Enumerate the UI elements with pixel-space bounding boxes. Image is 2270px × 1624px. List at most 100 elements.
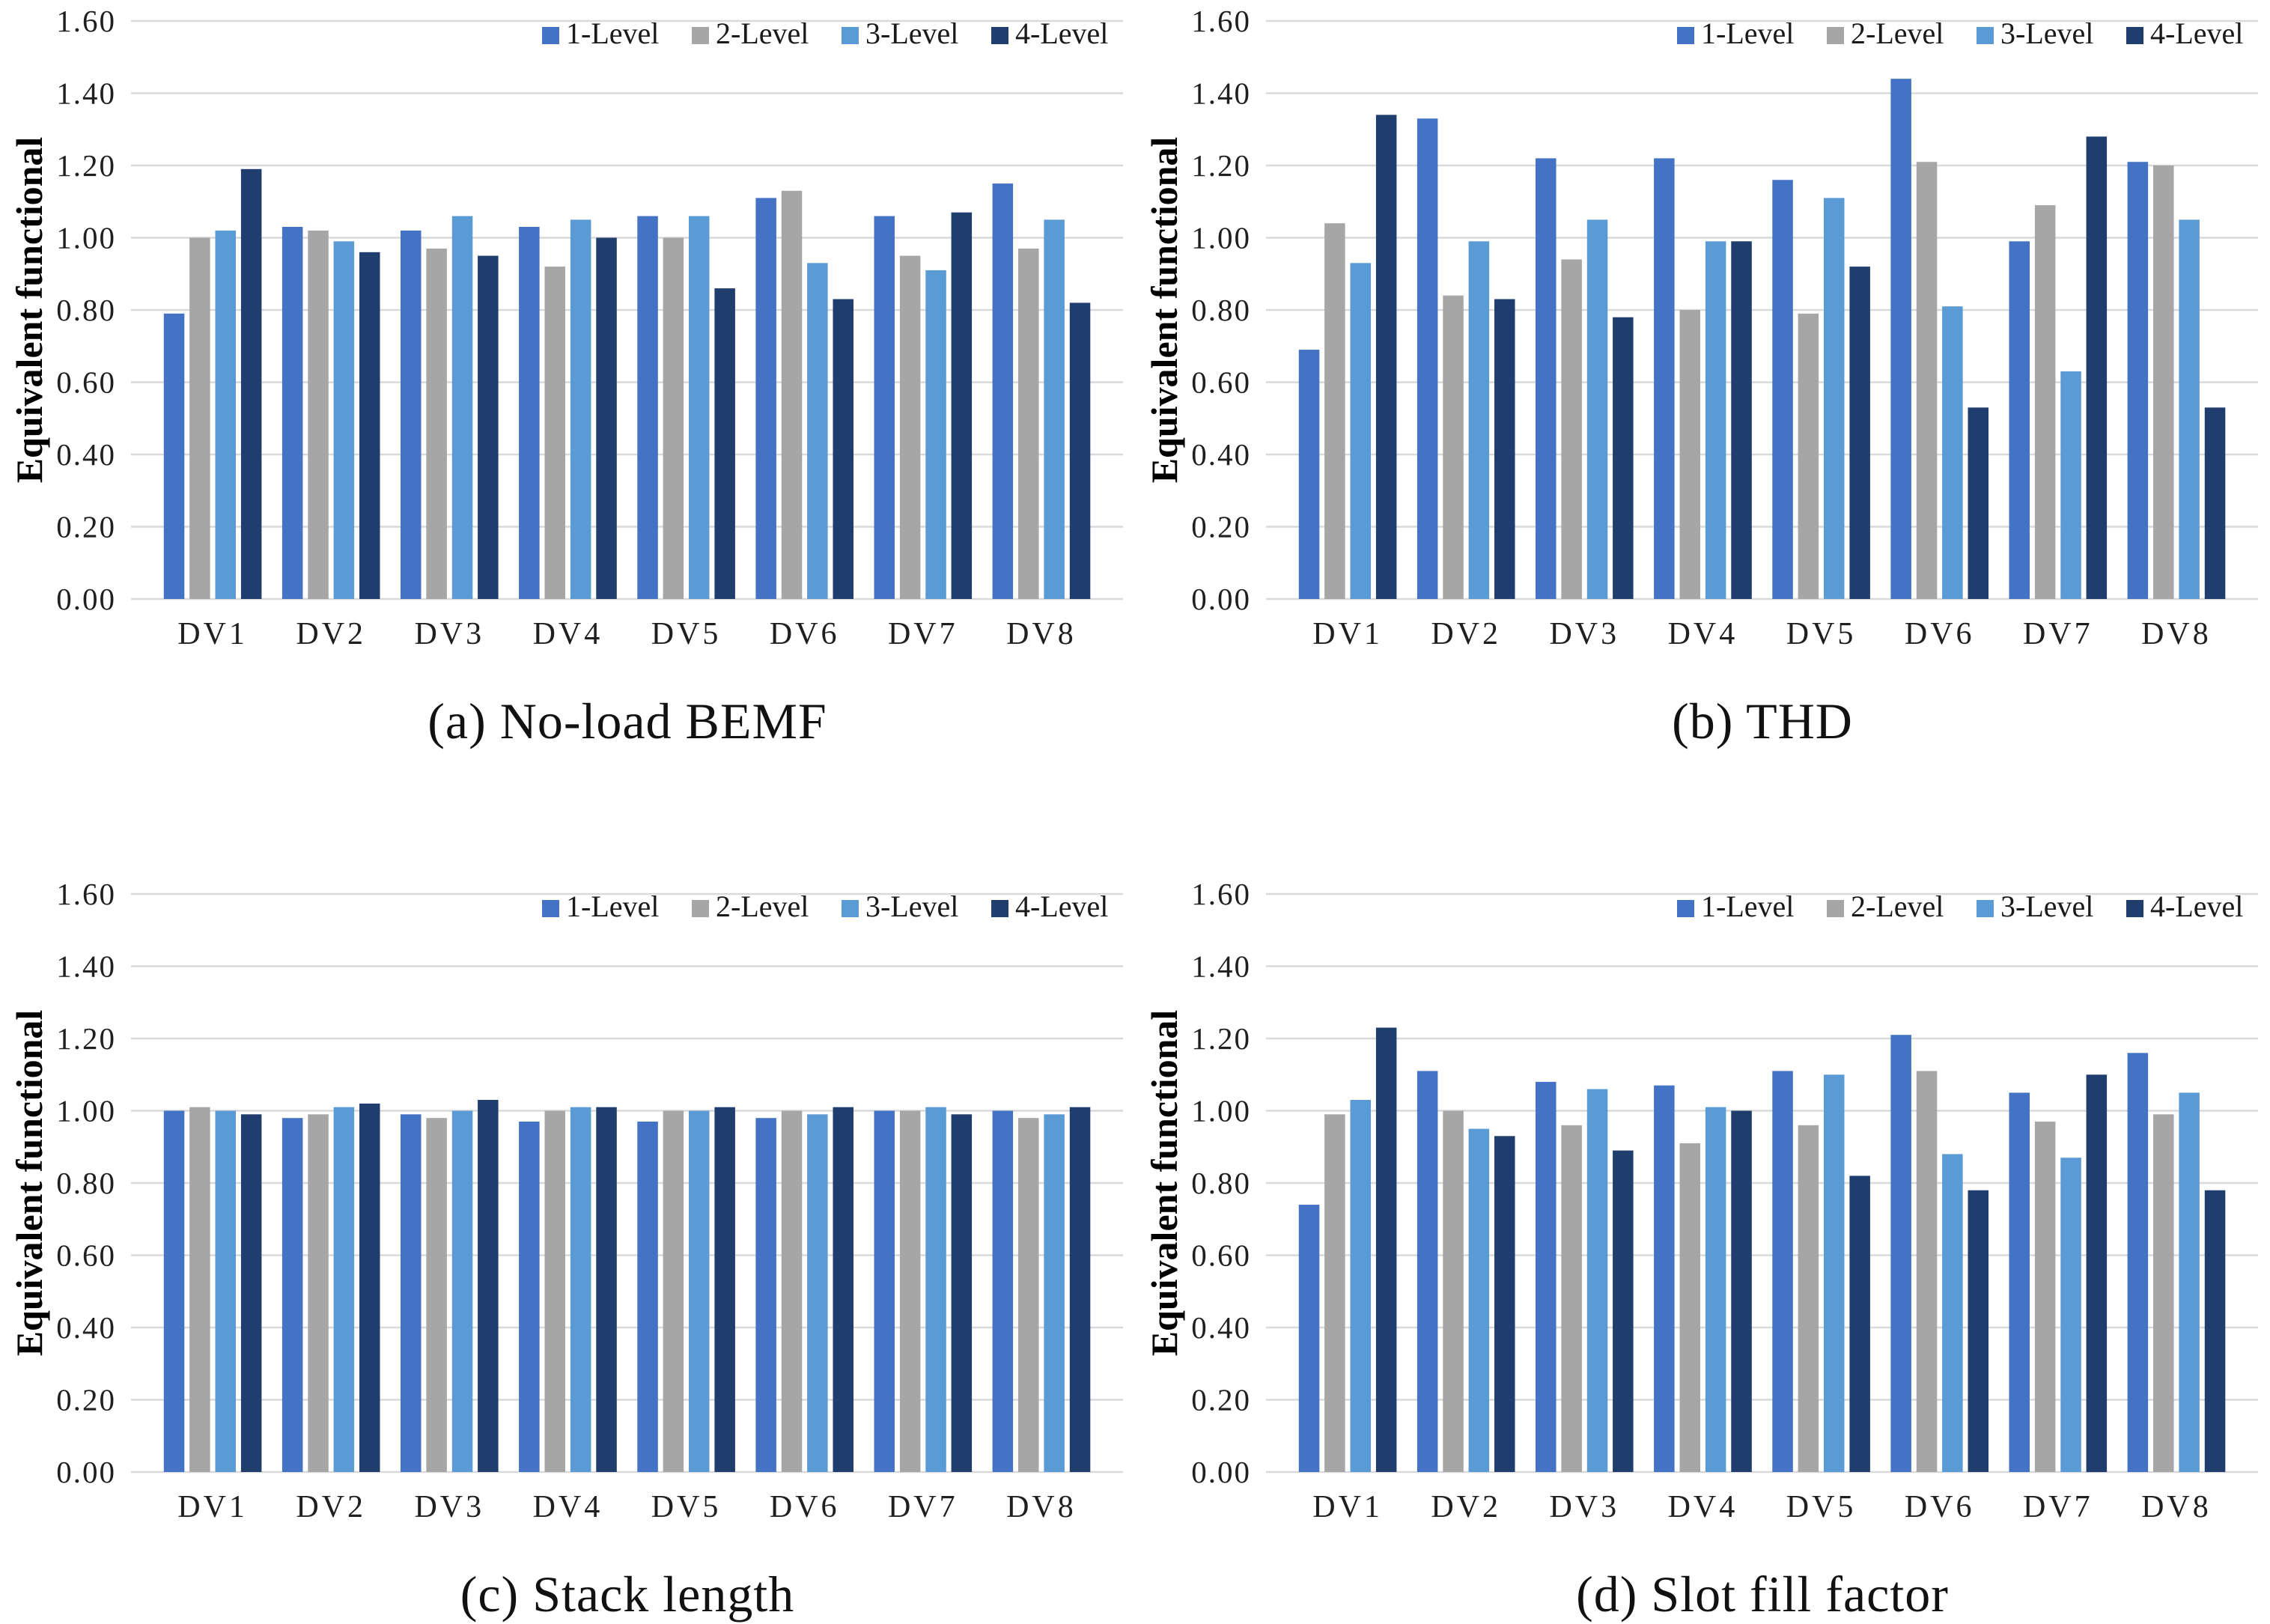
bar-chart-a: 0.00 0.20 0.40 0.60 0.80 1.00 1.20 1.40 1.60 Equi… [0, 0, 1135, 681]
y-tick-label: 0.80 [56, 293, 116, 327]
bar [596, 1107, 617, 1472]
bar [519, 227, 540, 599]
bar [1798, 313, 1819, 599]
legend-swatch [1827, 900, 1844, 917]
x-tick-label: DV1 [1312, 1490, 1383, 1524]
x-tick-label: DV6 [770, 617, 840, 651]
bar [899, 255, 921, 599]
bar [807, 263, 828, 599]
legend-swatch [2126, 900, 2143, 917]
y-tick-label: 0.00 [56, 1455, 116, 1489]
bar [1586, 1089, 1608, 1472]
bar [992, 183, 1014, 600]
bar [1298, 1205, 1320, 1472]
bar [833, 1107, 853, 1472]
bar [1772, 1071, 1793, 1472]
bar [637, 1122, 658, 1472]
bar [925, 270, 946, 599]
bar [401, 230, 422, 599]
y-tick-label: 1.00 [1191, 1094, 1251, 1128]
bar [2034, 205, 2056, 600]
y-tick-label: 1.20 [56, 148, 116, 183]
bar [189, 237, 210, 599]
legend-label: 2-Level [1851, 889, 1944, 923]
y-tick-label: 0.60 [56, 365, 116, 400]
bar-chart-c: 0.00 0.20 0.40 0.60 0.80 1.00 1.20 1.40 1.60 Equi… [0, 873, 1135, 1554]
bar [1443, 1110, 1464, 1472]
bar [781, 190, 803, 600]
legend-swatch [991, 27, 1008, 44]
x-tick-label: DV3 [1549, 1490, 1619, 1524]
y-tick-label: 0.20 [1191, 510, 1251, 544]
x-tick-label: DV8 [2141, 1490, 2212, 1524]
bar [951, 1114, 973, 1472]
bar [1018, 249, 1039, 599]
y-tick-label: 0.80 [56, 1166, 116, 1200]
bar [1350, 1100, 1371, 1472]
bar [333, 1107, 355, 1472]
bar [2127, 162, 2149, 599]
bar-chart-svg: 0.00 0.20 0.40 0.60 0.80 1.00 1.20 1.40 1.60 Equi… [1143, 4, 2258, 651]
bar [570, 1107, 591, 1472]
x-tick-label: DV7 [888, 617, 958, 651]
bar [2034, 1122, 2056, 1472]
chart-a-caption: (a) No-load BEMF [427, 693, 827, 749]
legend-swatch [991, 900, 1008, 917]
legend-label: 3-Level [865, 16, 958, 50]
x-tick-label: DV5 [1786, 1490, 1857, 1524]
legend-label: 1-Level [566, 889, 659, 923]
x-tick-label: DV7 [888, 1490, 958, 1524]
bar [1679, 1143, 1700, 1472]
y-tick-label: 0.60 [56, 1238, 116, 1273]
x-tick-label: DV3 [414, 617, 484, 651]
bar [755, 198, 776, 599]
bar [1417, 1071, 1438, 1472]
legend-label: 4-Level [2150, 16, 2243, 50]
y-tick-label: 0.00 [1191, 1455, 1251, 1489]
bar [451, 216, 473, 599]
y-axis-title: Equivalent functional [8, 137, 50, 484]
legend-label: 2-Level [716, 889, 809, 923]
bar [163, 1110, 185, 1472]
bar [1324, 223, 1345, 599]
legend-label: 1-Level [1701, 889, 1794, 923]
bar [1613, 1150, 1634, 1472]
y-tick-label: 0.00 [56, 582, 116, 616]
y-tick-label: 0.20 [56, 1383, 116, 1417]
y-tick-label: 1.00 [56, 221, 116, 255]
bar [1824, 1074, 1845, 1473]
bar [1942, 1154, 1963, 1472]
bar [1968, 407, 1988, 599]
bar [1890, 1035, 1911, 1472]
bar [1468, 1128, 1490, 1472]
bar [899, 1110, 921, 1472]
chart-a-no-load-bemf: 0.00 0.20 0.40 0.60 0.80 1.00 1.20 1.40 1.60 Equi… [0, 0, 1135, 810]
bar [282, 1118, 303, 1472]
bar [478, 1100, 499, 1472]
legend-label: 2-Level [1851, 16, 1944, 50]
legend-label: 3-Level [2000, 889, 2093, 923]
x-tick-label: DV8 [2141, 617, 2212, 651]
y-axis-title: Equivalent functional [1143, 1010, 1185, 1357]
bar [663, 237, 684, 599]
y-tick-label: 1.60 [56, 4, 116, 38]
y-tick-label: 0.60 [1191, 365, 1251, 400]
bar [189, 1107, 210, 1472]
x-tick-label: DV6 [1905, 1490, 1975, 1524]
x-tick-label: DV5 [651, 617, 722, 651]
bar [714, 288, 735, 599]
y-tick-label: 0.60 [1191, 1238, 1251, 1273]
y-tick-label: 0.40 [56, 1310, 116, 1345]
legend-label: 4-Level [1015, 889, 1108, 923]
bar [308, 1114, 329, 1472]
x-tick-label: DV4 [533, 617, 603, 651]
legend-label: 1-Level [1701, 16, 1794, 50]
x-tick-label: DV2 [296, 1490, 366, 1524]
bar [874, 1110, 895, 1472]
y-tick-label: 1.40 [56, 949, 116, 984]
bar [714, 1107, 735, 1472]
bar [689, 1110, 710, 1472]
y-tick-label: 0.00 [1191, 582, 1251, 616]
bar [874, 216, 895, 599]
bar [755, 1118, 776, 1472]
